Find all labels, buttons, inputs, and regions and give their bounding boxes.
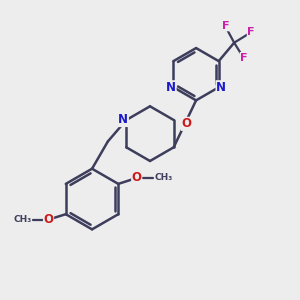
Text: O: O [182, 117, 191, 130]
Text: CH₃: CH₃ [154, 173, 173, 182]
Text: O: O [44, 213, 53, 226]
Text: F: F [222, 21, 230, 31]
Text: F: F [248, 27, 255, 37]
Text: CH₃: CH₃ [14, 215, 32, 224]
Text: N: N [118, 113, 128, 127]
Text: F: F [240, 52, 248, 63]
Text: O: O [132, 171, 142, 184]
Text: N: N [216, 81, 226, 94]
Text: N: N [166, 81, 176, 94]
